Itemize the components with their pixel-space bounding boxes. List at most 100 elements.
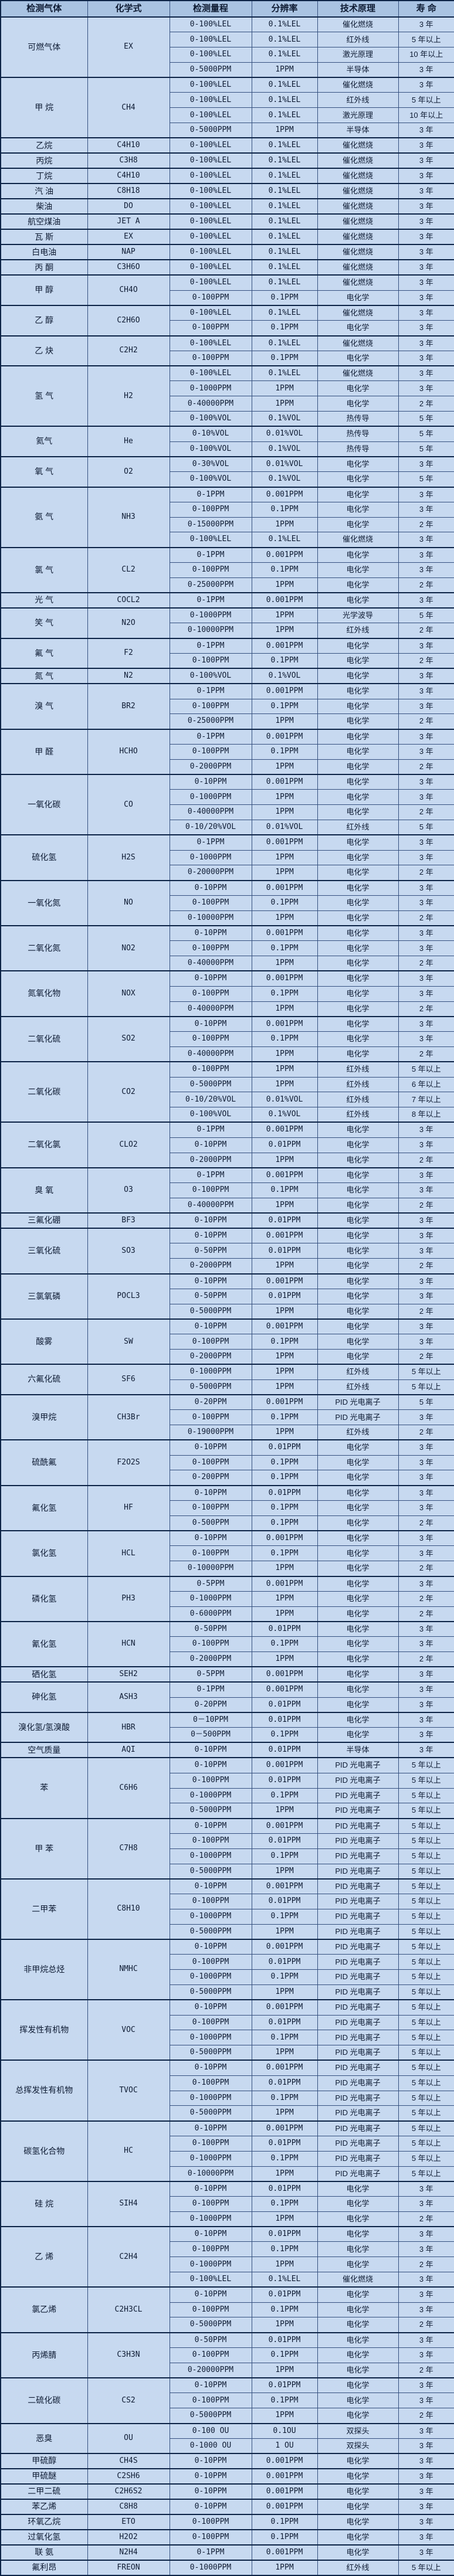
- gas-name-cell: 丙烷: [0, 152, 88, 169]
- resolution-cell: 0.01PPM: [251, 1894, 318, 1909]
- resolution-cell: 0.01PPM: [251, 2014, 318, 2031]
- resolution-cell: 0.001PPM: [251, 2483, 318, 2500]
- table-row: 0-2000PPM 1PPM 电化学 2 年: [1, 1349, 454, 1365]
- lifespan-cell: 5 年以上: [398, 2120, 454, 2136]
- resolution-cell: 0.1PPM: [251, 1727, 318, 1743]
- gas-name-cell: 丁烷: [0, 168, 88, 184]
- formula-cell: SF6: [87, 1364, 170, 1395]
- range-cell: 0－10PPM: [169, 1711, 252, 1728]
- range-cell: 0-100PPM: [169, 1545, 252, 1562]
- formula-cell: HF: [87, 1484, 170, 1531]
- lifespan-cell: 3 年: [398, 198, 454, 215]
- principle-cell: 红外线: [317, 819, 399, 835]
- gas-name-cell: 硫化氢: [0, 834, 88, 881]
- range-cell: 0-10PPM: [169, 879, 252, 896]
- formula-cell: NMHC: [87, 1939, 170, 2000]
- lifespan-cell: 2 年: [398, 1258, 454, 1275]
- range-cell: 0-1PPM: [169, 1681, 252, 1698]
- principle-cell: PID 光电离子: [317, 1394, 399, 1411]
- range-cell: 0-1PPM: [169, 834, 252, 851]
- range-cell: 0-100%LEL: [169, 335, 252, 351]
- principle-cell: 电化学: [317, 486, 399, 502]
- resolution-cell: 1PPM: [251, 1303, 318, 1320]
- lifespan-cell: 3 年: [398, 365, 454, 382]
- table-row: 0-500PPM 0.1PPM 电化学 2 年: [1, 1515, 454, 1531]
- resolution-cell: 0.1%LEL: [251, 152, 318, 169]
- table-row: 总挥发性有机物 TVOC 0-10PPM 0.001PPM PID 光电离子 5 年以上: [0, 2060, 454, 2122]
- principle-cell: PID 光电离子: [317, 2060, 399, 2076]
- lifespan-cell: 3 年: [398, 152, 454, 169]
- principle-cell: 电化学: [317, 956, 399, 971]
- lifespan-cell: 3 年: [398, 1681, 454, 1698]
- resolution-cell: 0.1PPM: [251, 1500, 318, 1516]
- principle-cell: 电化学: [317, 2332, 399, 2349]
- lifespan-cell: 2 年: [398, 2317, 454, 2333]
- column-header-gas: 检测气体: [0, 0, 88, 18]
- gas-name-cell: 氯 气: [0, 546, 88, 593]
- principle-cell: 电化学: [317, 1470, 399, 1486]
- gas-name-cell: 二氧化硫: [0, 1015, 88, 1062]
- range-cell: 0-10PPM: [169, 1015, 252, 1032]
- range-cell: 0-100PPM: [169, 320, 252, 337]
- resolution-cell: 1PPM: [251, 804, 318, 820]
- table-row: 0-10000PPM 1PPM 电化学 2 年: [1, 910, 454, 926]
- lifespan-cell: 3 年: [398, 1697, 454, 1713]
- principle-cell: PID 光电离子: [317, 1969, 399, 1985]
- lifespan-cell: 3 年: [398, 2196, 454, 2212]
- resolution-cell: 0.001PPM: [251, 1939, 318, 1955]
- table-header-row: 检测气体 化学式 检测量程 分辨率 技术原理 寿 命: [0, 0, 454, 18]
- principle-cell: 催化燃烧: [317, 365, 399, 382]
- principle-cell: 催化燃烧: [317, 198, 399, 215]
- range-cell: 0-6000PPM: [169, 1606, 252, 1622]
- principle-cell: 电化学: [317, 2180, 399, 2197]
- gas-name-cell: 硫酰氟: [0, 1439, 88, 1486]
- resolution-cell: 1PPM: [251, 380, 318, 397]
- table-row: 空气质量 AQI 0-10PPM 0.01PPM 半导体 3 年: [0, 1742, 454, 1758]
- resolution-cell: 0.1PPM: [251, 653, 318, 669]
- lifespan-cell: 3 年: [398, 1288, 454, 1304]
- principle-cell: 电化学: [317, 759, 399, 775]
- table-row: 0-5000PPM 1PPM PID 光电离子 5 年以上: [1, 2105, 454, 2122]
- table-row: 笑 气 N2O 0-1000PPM 1PPM 光学波导 5 年: [0, 607, 454, 639]
- resolution-cell: 1PPM: [251, 2105, 318, 2122]
- lifespan-cell: 3 年: [398, 2499, 454, 2515]
- range-cell: 0-100%LEL: [169, 244, 252, 260]
- range-cell: 0-100%LEL: [169, 137, 252, 154]
- resolution-cell: 0.1%LEL: [251, 259, 318, 276]
- range-cell: 0-5000PPM: [169, 2105, 252, 2122]
- formula-cell: CLO2: [87, 1122, 170, 1168]
- lifespan-cell: 5 年以上: [398, 2045, 454, 2061]
- lifespan-cell: 10 年以上: [398, 47, 454, 63]
- principle-cell: 电化学: [317, 637, 399, 654]
- gas-name-cell: 甲硫醇: [0, 2453, 88, 2469]
- lifespan-cell: 2 年: [398, 759, 454, 775]
- lifespan-cell: 3 年: [398, 2529, 454, 2546]
- principle-cell: PID 光电离子: [317, 1833, 399, 1849]
- lifespan-cell: 5 年以上: [398, 1803, 454, 1819]
- table-row: 0-10000PPM 1PPM 电化学 2 年: [1, 1561, 454, 1577]
- range-cell: 0-10PPM: [169, 1939, 252, 1955]
- range-cell: 0-2000PPM: [169, 1258, 252, 1275]
- table-row: 三氟化硼 BF3 0-10PPM 0.01PPM 电化学 3 年: [0, 1212, 454, 1229]
- table-row: 0-1000PPM 0.1PPM PID 光电离子 5 年以上: [1, 2150, 454, 2167]
- formula-cell: C2H6O: [87, 304, 170, 337]
- resolution-cell: 0.001PPM: [251, 1015, 318, 1032]
- table-row: 0-100PPM 0.01PPM PID 光电离子 5 年以上: [1, 2135, 454, 2152]
- lifespan-cell: 3 年: [398, 879, 454, 896]
- lifespan-cell: 2 年: [398, 1591, 454, 1607]
- range-cell: 0-100%LEL: [169, 92, 252, 108]
- principle-cell: 电化学: [317, 2317, 399, 2333]
- table-row: 0-100PPM 0.1PPM 电化学 3 年: [1, 743, 454, 760]
- resolution-cell: 0.01%VOL: [251, 819, 318, 835]
- formula-cell: CL2: [87, 546, 170, 593]
- lifespan-cell: 3 年: [398, 1122, 454, 1138]
- principle-cell: 电化学: [317, 2256, 399, 2273]
- table-row: 0-100PPM 0.01PPM PID 光电离子 5 年以上: [1, 2014, 454, 2031]
- principle-cell: 红外线: [317, 2560, 399, 2576]
- gas-name-cell: 溴化氢/氢溴酸: [0, 1711, 88, 1743]
- principle-cell: 电化学: [317, 546, 399, 563]
- lifespan-cell: 2 年: [398, 1561, 454, 1577]
- lifespan-cell: 3 年: [398, 743, 454, 760]
- lifespan-cell: 2 年: [398, 1606, 454, 1622]
- range-cell: 0-5000PPM: [169, 1863, 252, 1880]
